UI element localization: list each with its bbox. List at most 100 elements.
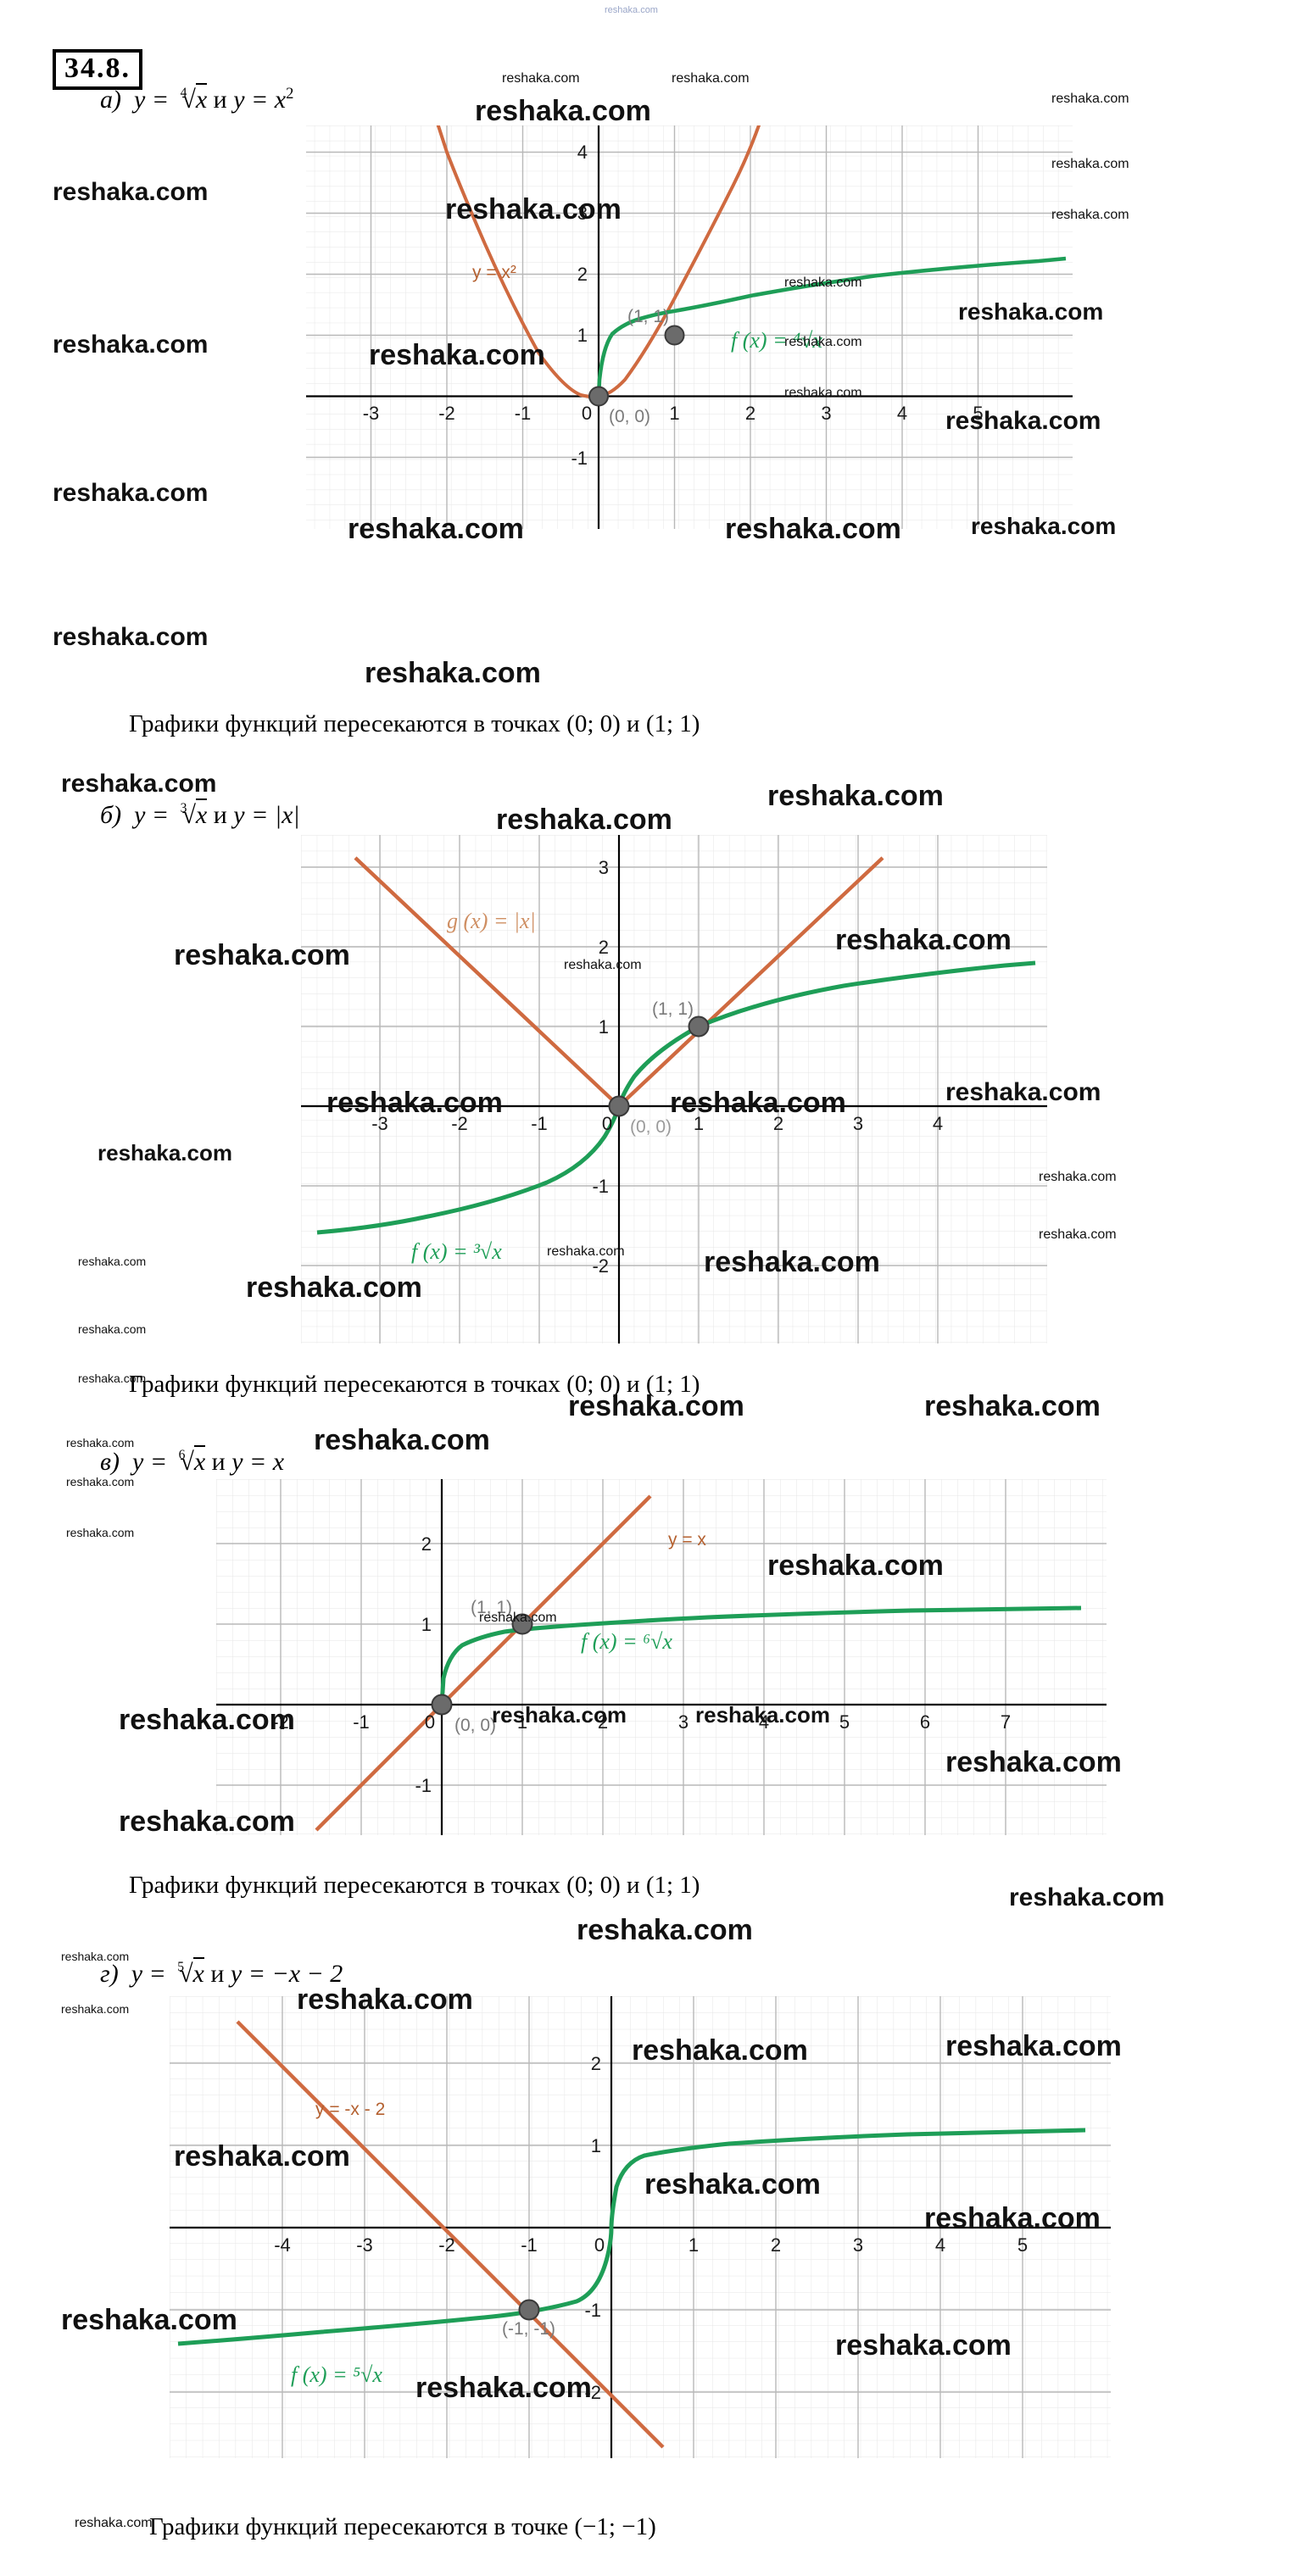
watermark: reshaka.com — [1051, 92, 1129, 106]
curve-label-v-orange: y = x — [668, 1530, 706, 1549]
eq2-expr-v: x — [272, 1448, 285, 1476]
svg-text:2: 2 — [745, 403, 755, 424]
svg-text:-2: -2 — [584, 2382, 601, 2403]
radical-g: 5√x — [172, 1957, 204, 1989]
svg-text:0: 0 — [594, 2234, 605, 2256]
point-label-a-1: (1, 1) — [627, 307, 669, 326]
eq2-prefix-b: y = — [233, 801, 269, 829]
caption-a: Графики функций пересекаются в точках (0… — [129, 710, 700, 737]
watermark: reshaka.com — [78, 1255, 147, 1268]
eq-prefix-b: y = — [134, 801, 170, 829]
curve-label-b-green: f (x) = ³√x — [411, 1239, 502, 1264]
chart-v-svg: 2 1 -1 -2 -1 0 1 2 3 4 5 6 7 (0, 0) (1, … — [216, 1479, 1107, 1835]
axes-b — [301, 835, 1047, 1344]
watermark: reshaka.com — [672, 71, 750, 86]
chart-g-svg: 2 1 -1 -2 -4 -3 -2 -1 0 1 2 3 4 5 (-1, -… — [170, 1996, 1111, 2458]
watermark: reshaka.com — [53, 623, 209, 651]
conj-v: и — [211, 1448, 226, 1476]
svg-text:1: 1 — [421, 1614, 432, 1635]
minor-grid-b — [301, 835, 1047, 1344]
svg-text:3: 3 — [853, 1113, 863, 1134]
ytick-labels-b: 3 2 1 -1 -2 — [592, 857, 609, 1277]
curve-label-g-green: f (x) = ⁵√x — [291, 2362, 382, 2387]
statement-g: г) y = 5√x и y = −x − 2 — [100, 1957, 343, 1989]
svg-text:1: 1 — [689, 2234, 699, 2256]
part-label-a: а) — [100, 86, 121, 114]
svg-text:4: 4 — [577, 142, 588, 163]
eq2-prefix-v: y = — [231, 1448, 267, 1476]
svg-text:-2: -2 — [272, 1711, 289, 1733]
chart-a: 4 3 2 1 -1 -3 -2 -1 0 1 2 3 4 5 (0, 0) (… — [284, 125, 1073, 541]
svg-text:-1: -1 — [592, 1176, 609, 1197]
curve-label-a-orange: y = x² — [472, 263, 516, 282]
point-label-a-0: (0, 0) — [609, 407, 650, 426]
conj-b: и — [213, 801, 227, 829]
caption-g: Графики функций пересекаются в точке (−1… — [149, 2513, 656, 2540]
eq2-expr-b: |x| — [274, 801, 300, 829]
radical-v: 6√x — [174, 1445, 206, 1477]
svg-text:1: 1 — [577, 325, 588, 346]
svg-text:2: 2 — [773, 1113, 783, 1134]
eq2-expr-a: x — [274, 86, 287, 114]
watermark: reshaka.com — [365, 657, 541, 689]
eq2-prefix-a: y = — [233, 86, 269, 114]
point-label-b-1: (1, 1) — [652, 999, 694, 1019]
svg-text:5: 5 — [973, 403, 983, 424]
series-g-orange — [236, 2020, 665, 2449]
svg-text:2: 2 — [598, 1711, 608, 1733]
svg-text:2: 2 — [421, 1533, 432, 1555]
ytick-labels-a: 4 3 2 1 -1 — [571, 142, 588, 469]
svg-text:5: 5 — [839, 1711, 850, 1733]
svg-text:3: 3 — [853, 2234, 863, 2256]
watermark: reshaka.com — [314, 1424, 490, 1456]
svg-text:0: 0 — [425, 1711, 435, 1733]
ytick-labels-v: 2 1 -1 — [415, 1533, 432, 1796]
watermark: reshaka.com — [78, 1322, 147, 1336]
watermark: reshaka.com — [475, 95, 651, 127]
svg-text:2: 2 — [599, 937, 609, 958]
watermark: reshaka.com — [1039, 1170, 1117, 1184]
caption-b: Графики функций пересекаются в точках (0… — [129, 1371, 700, 1398]
watermark: reshaka.com — [1009, 1883, 1165, 1911]
chart-v: 2 1 -1 -2 -1 0 1 2 3 4 5 6 7 (0, 0) (1, … — [216, 1479, 1107, 1852]
conj-a: и — [213, 86, 227, 114]
svg-text:-1: -1 — [415, 1775, 432, 1796]
svg-text:-1: -1 — [521, 2234, 538, 2256]
svg-text:-1: -1 — [353, 1711, 370, 1733]
watermark: reshaka.com — [66, 1526, 135, 1539]
part-label-v: в) — [100, 1448, 120, 1476]
eq-prefix-v: y = — [132, 1448, 168, 1476]
svg-text:2: 2 — [591, 2053, 601, 2074]
conj-g: и — [210, 1960, 225, 1988]
curve-label-g-orange: y = -x - 2 — [315, 2100, 385, 2119]
point-b-origin — [608, 1095, 630, 1117]
ytick-labels-g: 2 1 -1 -2 — [584, 2053, 601, 2403]
watermark: reshaka.com — [53, 331, 209, 359]
svg-text:3: 3 — [599, 857, 609, 878]
part-label-g: г) — [100, 1960, 119, 1988]
svg-text:-2: -2 — [438, 2234, 455, 2256]
point-a-one-one — [664, 325, 685, 346]
svg-text:0: 0 — [602, 1113, 612, 1134]
point-label-b-0: (0, 0) — [630, 1117, 672, 1137]
svg-text:4: 4 — [759, 1711, 769, 1733]
series-a-green — [596, 256, 1067, 397]
watermark: reshaka.com — [1039, 1227, 1117, 1242]
watermark: reshaka.com — [66, 1475, 135, 1488]
statement-b: б) y = 3√x и y = |x| — [100, 798, 300, 830]
curve-label-a-green: f (x) = ⁴√x — [731, 328, 822, 353]
series-g-green — [177, 2128, 1086, 2346]
point-label-v-0: (0, 0) — [454, 1716, 496, 1735]
watermark: reshaka.com — [75, 2516, 153, 2530]
svg-text:1: 1 — [669, 403, 679, 424]
svg-text:4: 4 — [935, 2234, 945, 2256]
svg-text:1: 1 — [591, 2135, 601, 2156]
major-grid-v — [216, 1479, 1107, 1835]
curve-label-b-orange: g (x) = |x| — [447, 909, 536, 933]
curve-label-v-green: f (x) = ⁶√x — [581, 1629, 672, 1654]
major-grid-b — [301, 835, 1047, 1344]
xtick-labels-g: -4 -3 -2 -1 0 1 2 3 4 5 — [274, 2234, 1028, 2256]
minor-grid-a — [306, 125, 1073, 529]
point-g-intersection — [518, 2299, 540, 2321]
